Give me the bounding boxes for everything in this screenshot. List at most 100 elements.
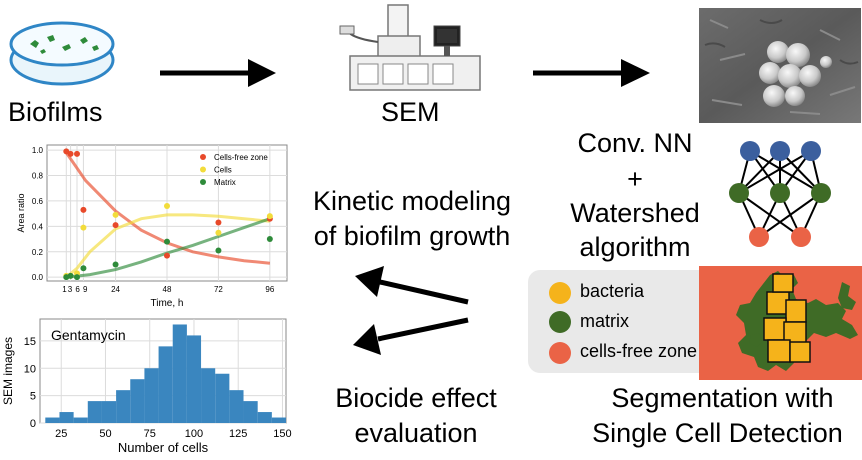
segmentation-result-image bbox=[699, 266, 862, 380]
histogram-y-tick-label: 15 bbox=[24, 336, 36, 348]
kinetic-x-tick-label: 48 bbox=[163, 285, 172, 294]
kinetic-data-point bbox=[164, 203, 170, 210]
histogram-bar bbox=[257, 412, 272, 423]
histogram-bar bbox=[144, 368, 159, 423]
kinetic-data-point bbox=[112, 211, 119, 218]
label-biocide-line1: Biocide effect bbox=[335, 383, 497, 413]
kinetic-y-tick-label: 0.4 bbox=[32, 222, 44, 231]
kinetic-data-point bbox=[215, 229, 222, 236]
label-biofilms: Biofilms bbox=[8, 97, 103, 127]
histogram-ylabel: SEM images bbox=[1, 337, 15, 405]
label-segmentation-line2: Single Cell Detection bbox=[592, 418, 843, 448]
histogram-bar bbox=[201, 368, 216, 423]
kinetic-data-point bbox=[266, 236, 273, 243]
label-segmentation-line1: Segmentation with bbox=[611, 383, 834, 413]
histogram-bar bbox=[73, 417, 88, 423]
kinetic-data-point bbox=[112, 222, 119, 229]
neural-network-icon bbox=[729, 141, 831, 247]
kinetic-x-tick-label: 6 bbox=[75, 285, 80, 294]
kinetic-y-tick-label: 1.0 bbox=[32, 146, 44, 155]
kinetic-data-point bbox=[215, 219, 222, 226]
kinetic-growth-chart: 1 3 6 9 24 48 72 96 0.0 0.2 0.4 0.6 0.8 1.0 Cells-fre… bbox=[16, 144, 288, 309]
histogram-bar bbox=[158, 346, 173, 423]
kinetic-data-point bbox=[67, 150, 74, 157]
arrow-to-biocide-evaluation bbox=[353, 317, 469, 355]
legend-bacteria-dot bbox=[549, 282, 571, 304]
sem-microscope-icon bbox=[339, 4, 481, 91]
kinetic-y-tick-label: 0.2 bbox=[32, 248, 44, 257]
histogram-bar bbox=[172, 324, 187, 423]
histogram-bar bbox=[130, 379, 145, 423]
sem-micrograph-image bbox=[699, 8, 861, 123]
legend-label-cells-free-zone: cells-free zone bbox=[580, 341, 698, 361]
kinetic-data-point bbox=[80, 224, 87, 231]
histogram-bar bbox=[215, 373, 230, 423]
kinetic-data-point bbox=[80, 265, 87, 272]
histogram-y-tick-label: 10 bbox=[24, 363, 36, 375]
label-plus: + bbox=[627, 164, 643, 194]
label-kinetic-line1: Kinetic modeling bbox=[312, 186, 512, 216]
histogram-x-tick-label: 150 bbox=[273, 428, 291, 440]
arrow-to-kinetic-modeling bbox=[355, 266, 469, 305]
label-conv-nn: Conv. NN bbox=[577, 128, 693, 158]
kinetic-xlabel: Time, h bbox=[151, 298, 184, 309]
histogram-y-tick-label: 5 bbox=[30, 391, 36, 403]
arrow-sem-to-image bbox=[533, 59, 650, 87]
histogram-bar bbox=[229, 390, 244, 423]
legend-cells-free-zone-dot bbox=[549, 342, 571, 364]
arrow-biofilms-to-sem bbox=[160, 59, 276, 87]
kinetic-x-tick-label: 24 bbox=[111, 285, 120, 294]
segmentation-legend bbox=[528, 270, 722, 373]
kinetic-ylabel: Area ratio bbox=[16, 193, 26, 232]
histogram-bar bbox=[87, 401, 102, 423]
legend-matrix-dot bbox=[549, 311, 571, 333]
kinetic-data-point bbox=[164, 252, 170, 259]
kinetic-data-point bbox=[74, 274, 80, 281]
legend-label-matrix: matrix bbox=[580, 311, 629, 331]
kinetic-y-tick-label: 0.6 bbox=[32, 197, 44, 206]
label-sem: SEM bbox=[381, 97, 440, 127]
kinetic-x-tick-label: 3 bbox=[68, 285, 73, 294]
kinetic-data-point bbox=[67, 272, 74, 279]
label-watershed: Watershed bbox=[570, 198, 700, 228]
kinetic-x-tick-label: 96 bbox=[265, 285, 274, 294]
label-algorithm: algorithm bbox=[579, 232, 691, 262]
histogram-x-tick-label: 125 bbox=[229, 428, 247, 440]
histogram-bar bbox=[45, 417, 60, 423]
gentamycin-histogram: 25 50 75 100 125 150 0 5 10 15 Gentamycin Number … bbox=[1, 318, 292, 455]
kinetic-legend-marker bbox=[200, 154, 206, 160]
label-biocide-line2: evaluation bbox=[354, 418, 478, 448]
histogram-bar bbox=[271, 417, 286, 423]
histogram-bar bbox=[116, 390, 131, 423]
kinetic-y-tick-label: 0.0 bbox=[32, 273, 44, 282]
histogram-bar bbox=[243, 401, 258, 423]
kinetic-legend-marker bbox=[200, 179, 206, 185]
histogram-bar bbox=[59, 412, 74, 423]
kinetic-data-point bbox=[80, 206, 87, 213]
kinetic-y-tick-label: 0.8 bbox=[32, 172, 44, 181]
histogram-bar bbox=[186, 335, 202, 423]
kinetic-x-tick-label: 1 bbox=[62, 285, 67, 294]
kinetic-legend-marker bbox=[200, 166, 206, 173]
kinetic-data-point bbox=[266, 213, 273, 220]
kinetic-legend-label: Cells bbox=[214, 166, 232, 175]
kinetic-data-point bbox=[74, 150, 80, 157]
histogram-y-tick-label: 0 bbox=[30, 418, 36, 430]
kinetic-x-tick-label: 72 bbox=[214, 285, 223, 294]
histogram-xlabel: Number of cells bbox=[118, 440, 209, 455]
legend-label-bacteria: bacteria bbox=[580, 281, 645, 301]
histogram-x-tick-label: 25 bbox=[55, 428, 67, 440]
petri-dish-icon bbox=[9, 21, 115, 86]
kinetic-data-point bbox=[215, 247, 222, 254]
histogram-x-tick-label: 50 bbox=[99, 428, 111, 440]
kinetic-data-point bbox=[112, 261, 119, 268]
kinetic-fit-curve bbox=[65, 213, 271, 279]
histogram-x-tick-label: 100 bbox=[185, 428, 203, 440]
kinetic-legend-label: Matrix bbox=[214, 178, 236, 187]
histogram-title: Gentamycin bbox=[51, 327, 126, 343]
histogram-bar bbox=[101, 401, 117, 423]
histogram-x-tick-label: 75 bbox=[144, 428, 156, 440]
kinetic-x-tick-label: 9 bbox=[83, 285, 88, 294]
label-kinetic-line2: of biofilm growth bbox=[313, 221, 511, 251]
